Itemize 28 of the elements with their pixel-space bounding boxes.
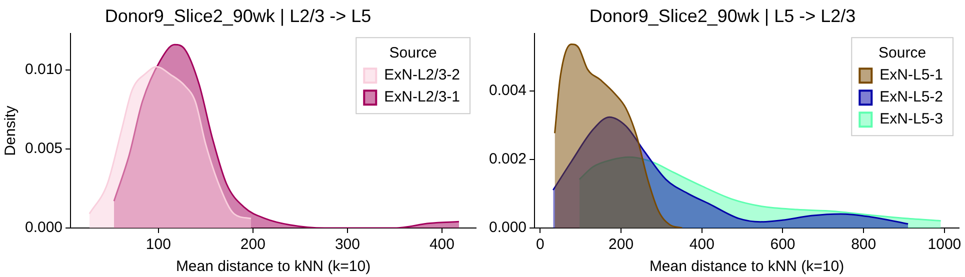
legend-label: ExN-L2/3-2 bbox=[384, 66, 460, 84]
y-tick-label: 0.000 bbox=[488, 219, 527, 236]
x-tick-label: 200 bbox=[240, 236, 266, 254]
y-tick-label: 0.010 bbox=[24, 61, 63, 78]
x-tick-label: 200 bbox=[608, 236, 634, 254]
x-axis-title: Mean distance to kNN (k=10) bbox=[649, 258, 844, 276]
legend-label: ExN-L5-3 bbox=[880, 110, 944, 128]
y-tick-label: 0.004 bbox=[488, 82, 527, 100]
x-tick-label: 600 bbox=[770, 236, 796, 254]
chart-title: Donor9_Slice2_90wk | L5 -> L2/3 bbox=[589, 6, 856, 26]
x-tick-label: 0 bbox=[536, 236, 544, 254]
x-tick-label: 400 bbox=[429, 236, 454, 254]
x-tick-label: 800 bbox=[851, 236, 876, 254]
y-tick-label: 0.000 bbox=[24, 219, 63, 236]
legend-title: Source bbox=[878, 44, 926, 62]
x-tick-label: 1000 bbox=[928, 236, 962, 254]
legend-label: ExN-L5-2 bbox=[880, 88, 944, 106]
legend-title: Source bbox=[389, 44, 437, 62]
chart-title: Donor9_Slice2_90wk | L2/3 -> L5 bbox=[104, 6, 372, 26]
y-tick-label: 0.002 bbox=[488, 150, 527, 168]
y-axis-title: Density bbox=[2, 105, 20, 156]
y-tick-label: 0.005 bbox=[24, 140, 63, 158]
legend-label: ExN-L5-1 bbox=[880, 66, 944, 84]
x-tick-label: 100 bbox=[146, 236, 171, 254]
legend-label: ExN-L2/3-1 bbox=[384, 88, 460, 106]
x-axis-title: Mean distance to kNN (k=10) bbox=[176, 258, 371, 276]
x-tick-label: 400 bbox=[689, 236, 714, 254]
x-tick-label: 300 bbox=[334, 236, 360, 254]
